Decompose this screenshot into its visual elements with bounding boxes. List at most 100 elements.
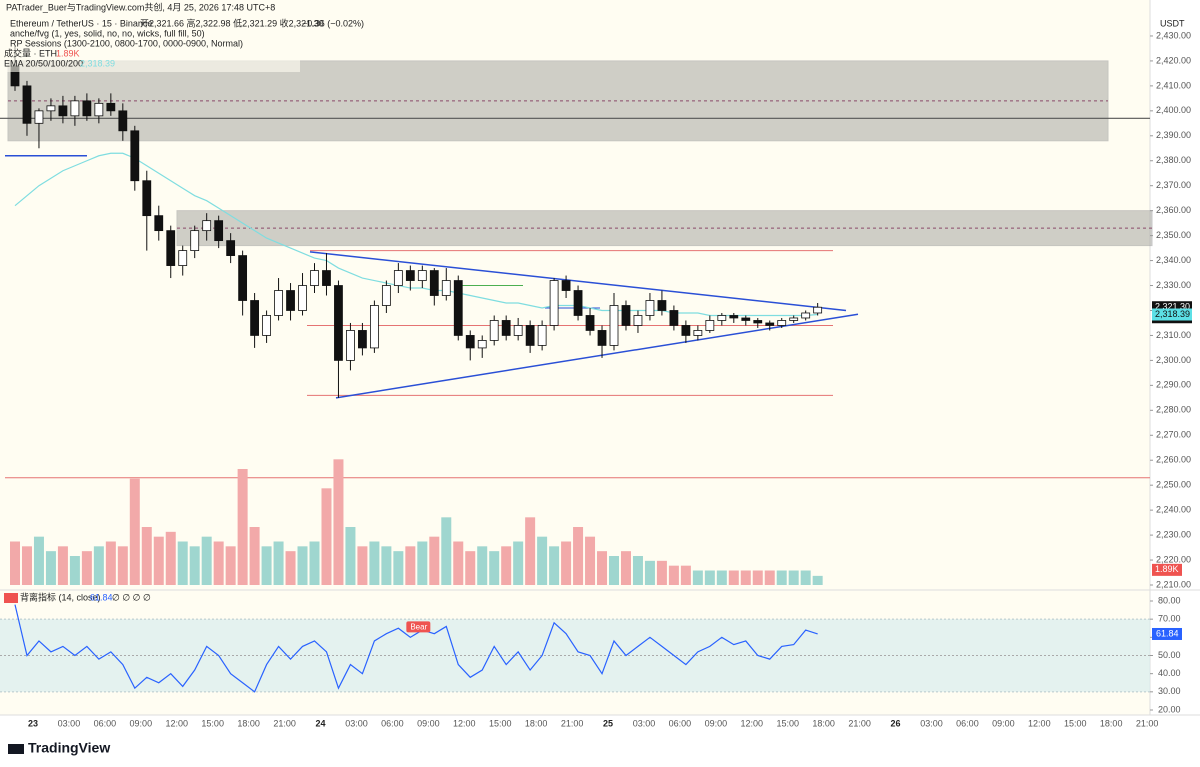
indicator-ema[interactable]: EMA 20/50/100/200	[4, 58, 83, 68]
volume-bar	[69, 556, 80, 585]
volume-bar	[345, 527, 356, 585]
x-tick-label: 03:00	[58, 718, 81, 728]
candle-body	[801, 312, 811, 319]
candle-body	[453, 280, 463, 336]
x-tick-label: 21:00	[561, 718, 584, 728]
rsi-value: 61.84	[90, 592, 113, 602]
volume-bar	[525, 517, 536, 585]
candle-body	[441, 280, 451, 296]
volume-bar	[285, 551, 296, 585]
watermark: PATrader_Buer与TradingView.com共创, 4月 25, …	[6, 1, 275, 12]
y-tick-label: 2,380.00	[1156, 155, 1191, 165]
symbol[interactable]: Ethereum / TetherUS · 15 · Binance	[10, 18, 152, 28]
rsi-name[interactable]: 背离指标 (14, close)	[20, 591, 101, 602]
candle-body	[681, 325, 691, 336]
volume-bar	[369, 541, 380, 585]
y-tick-label: 2,430.00	[1156, 30, 1191, 40]
volume-bar	[117, 546, 128, 585]
candle-body	[226, 240, 236, 256]
last-price: 2,321.30	[1155, 302, 1190, 312]
candle-body	[178, 250, 188, 266]
y-tick-label: 2,210.00	[1156, 579, 1191, 589]
y-tick-label: 2,390.00	[1156, 130, 1191, 140]
candle-body	[322, 270, 331, 286]
volume-bar	[549, 546, 560, 585]
x-tick-label: 12:00	[453, 718, 476, 728]
candle-body	[46, 105, 56, 112]
candle-body	[609, 305, 619, 346]
volume-bar	[609, 556, 619, 585]
x-tick-label: 15:00	[776, 718, 799, 728]
volume-bar	[21, 546, 32, 585]
volume-bar	[45, 551, 56, 585]
candle-body	[537, 325, 547, 346]
volume-bar	[513, 541, 524, 585]
volume-bar	[453, 541, 464, 585]
indicator-fvg[interactable]: anche/fvg (1, yes, solid, no, no, wicks,…	[10, 28, 205, 38]
rsi-tick-label: 30.00	[1158, 686, 1181, 696]
rsi-tick-label: 20.00	[1158, 704, 1181, 714]
volume-bar	[81, 551, 92, 585]
candle-body	[70, 100, 80, 117]
triangle-line	[309, 251, 847, 312]
legend-backdrop	[0, 0, 300, 72]
y-tick-label: 2,400.00	[1156, 105, 1191, 115]
candle-body	[525, 325, 535, 346]
x-tick-label: 03:00	[345, 718, 368, 728]
x-tick-label: 18:00	[237, 718, 260, 728]
x-tick-label: 12:00	[741, 718, 764, 728]
volume-bar	[465, 551, 476, 585]
candle-body	[513, 325, 523, 336]
candle-body	[142, 180, 152, 217]
candle-body	[465, 335, 475, 349]
y-tick-label: 2,420.00	[1156, 55, 1191, 65]
candle-body	[334, 285, 343, 361]
volume-bar	[812, 575, 823, 585]
volume-bar	[225, 546, 236, 585]
candle-body	[813, 306, 823, 314]
logo[interactable]: TradingView	[8, 740, 110, 756]
candle-body	[573, 290, 583, 316]
indicator-volume[interactable]: 成交量 · ETH	[4, 47, 57, 58]
y-tick-label: 2,300.00	[1156, 355, 1191, 365]
rsi-last: 61.84	[1156, 628, 1179, 638]
x-tick-label: 15:00	[489, 718, 512, 728]
x-tick-label: 12:00	[165, 718, 188, 728]
volume-bar	[429, 536, 440, 585]
volume-bar	[381, 546, 392, 585]
candle-body	[22, 85, 32, 124]
candle-body	[310, 270, 319, 286]
candle-body	[405, 270, 415, 281]
x-tick-label: 23	[28, 718, 38, 728]
volume-bar	[668, 565, 679, 585]
volume-last: 1.89K	[1155, 564, 1179, 574]
y-tick-label: 2,250.00	[1156, 480, 1191, 490]
volume-bar	[597, 551, 608, 585]
x-tick-label: 18:00	[1100, 718, 1123, 728]
y-tick-label: 2,290.00	[1156, 380, 1191, 390]
candle-body	[429, 270, 439, 296]
volume-bar	[752, 570, 763, 585]
volume-bar	[632, 556, 643, 585]
indicator-sessions[interactable]: RP Sessions (1300-2100, 0800-1700, 0000-…	[10, 38, 243, 48]
x-tick-label: 09:00	[992, 718, 1015, 728]
candle-body	[118, 110, 128, 132]
volume-bar	[153, 536, 164, 585]
candle-body	[669, 310, 679, 326]
volume-bar	[405, 546, 416, 585]
x-tick-label: 06:00	[94, 718, 117, 728]
candle-body	[298, 285, 307, 311]
x-tick-label: 21:00	[1136, 718, 1159, 728]
x-tick-label: 06:00	[381, 718, 404, 728]
volume-bar	[644, 560, 655, 585]
candle-body	[705, 320, 715, 331]
rsi-band	[0, 619, 1150, 692]
candle-body	[417, 270, 427, 281]
logo-text: TradingView	[28, 740, 110, 756]
ema-value: 2,318.39	[80, 58, 115, 68]
candle-body	[154, 215, 164, 232]
candle-body	[250, 300, 260, 336]
x-tick-label: 03:00	[633, 718, 656, 728]
rsi-tick-label: 40.00	[1158, 668, 1181, 678]
candle-body	[621, 305, 631, 326]
